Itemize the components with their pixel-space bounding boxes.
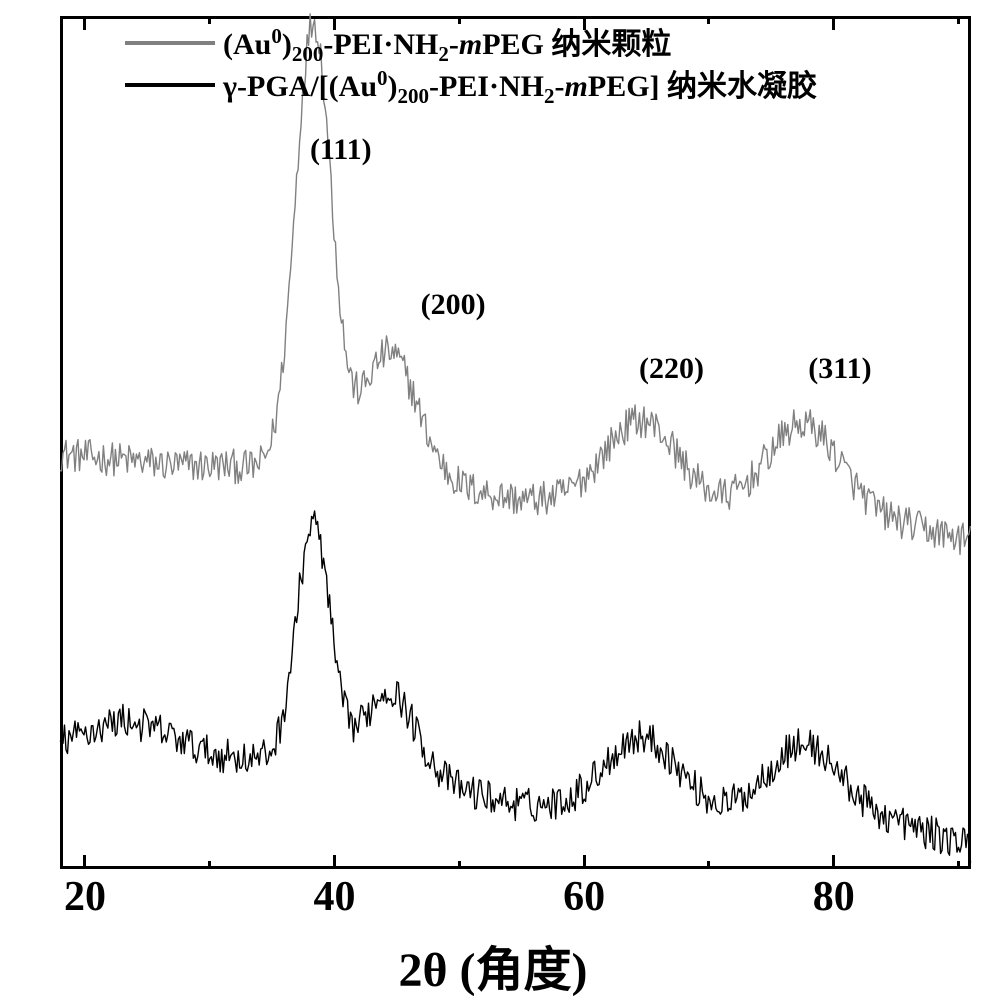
- x-tick: [832, 855, 835, 869]
- peak-label: (311): [808, 352, 871, 386]
- x-tick-top: [832, 16, 835, 30]
- x-tick-top: [83, 16, 86, 30]
- legend-swatch: [125, 41, 215, 45]
- peak-label: (111): [310, 133, 372, 167]
- x-tick: [458, 861, 461, 869]
- x-tick-label: 60: [563, 873, 605, 921]
- x-tick: [333, 855, 336, 869]
- legend-item: (Au0)200-PEI·NH2-mPEG 纳米颗粒: [125, 22, 817, 64]
- peak-label: (220): [639, 352, 704, 386]
- xrd-spectra: [0, 0, 986, 1000]
- spectrum-nanohydrogel: [60, 511, 971, 863]
- x-tick: [208, 861, 211, 869]
- x-tick: [957, 861, 960, 869]
- x-axis-label: 2θ (角度): [0, 930, 986, 1000]
- x-tick-top: [957, 16, 960, 24]
- x-tick-label: 80: [813, 873, 855, 921]
- x-tick-label: 40: [314, 873, 356, 921]
- legend: (Au0)200-PEI·NH2-mPEG 纳米颗粒γ-PGA/[(Au0)20…: [125, 22, 817, 106]
- legend-label: (Au0)200-PEI·NH2-mPEG 纳米颗粒: [223, 19, 671, 67]
- x-tick: [583, 855, 586, 869]
- x-tick-label: 20: [64, 873, 106, 921]
- legend-label: γ-PGA/[(Au0)200-PEI·NH2-mPEG] 纳米水凝胶: [223, 61, 817, 109]
- legend-swatch: [125, 83, 215, 87]
- legend-item: γ-PGA/[(Au0)200-PEI·NH2-mPEG] 纳米水凝胶: [125, 64, 817, 106]
- x-tick: [707, 861, 710, 869]
- x-tick: [83, 855, 86, 869]
- xrd-figure: 20 40 60 80 2θ (角度) (Au0)200-PEI·NH2-mPEG 纳…: [0, 0, 986, 1000]
- peak-label: (200): [421, 288, 486, 322]
